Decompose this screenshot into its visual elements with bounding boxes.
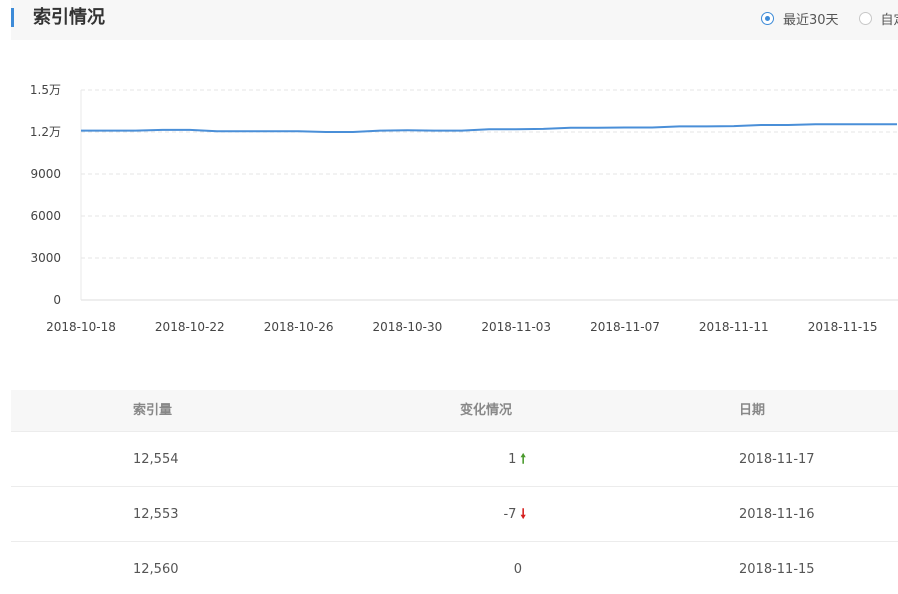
arrow-down-icon: 🠗	[520, 507, 526, 522]
table-header: 索引量 变化情况 日期	[11, 390, 898, 432]
x-tick-label: 2018-11-03	[481, 320, 551, 334]
cell-date: 2018-11-16	[739, 507, 815, 522]
change-value: 0	[513, 562, 522, 577]
y-tick-label: 1.5万	[30, 83, 61, 97]
radio-label-last-30-days: 最近30天	[783, 12, 839, 28]
header-change: 变化情况	[460, 403, 513, 418]
cell-index-count: 12,553	[133, 507, 179, 522]
table-row: 12,553 -7 🠗 2018-11-16	[11, 487, 898, 542]
x-tick-label: 2018-10-26	[264, 320, 334, 334]
cell-change: 0	[11, 542, 526, 594]
change-value: 1	[508, 452, 517, 467]
section-header: 索引情况	[11, 0, 898, 40]
x-tick-label: 2018-10-18	[46, 320, 116, 334]
index-trend-chart: 0 3000 6000 9000 1.2万 1.5万 2018-10-18 2018-10-…	[30, 83, 898, 334]
date-range-selector: 最近30天 自定义	[761, 9, 898, 28]
table-row: 12,560 0 2018-11-15	[11, 542, 898, 594]
cell-index-count: 12,560	[133, 562, 179, 577]
x-tick-label: 2018-11-07	[590, 320, 660, 334]
y-tick-label: 0	[53, 293, 61, 307]
arrow-up-icon: 🠕	[520, 452, 526, 467]
series-line	[81, 123, 898, 133]
cell-date: 2018-11-15	[739, 562, 815, 577]
radio-checked-icon[interactable]	[761, 11, 774, 25]
header-accent-bar	[11, 8, 14, 27]
x-tick-label: 2018-10-22	[155, 320, 225, 334]
table-row: 12,554 1 🠕 2018-11-17	[11, 432, 898, 487]
cell-index-count: 12,554	[133, 452, 179, 467]
section-title: 索引情况	[33, 7, 105, 28]
radio-label-custom: 自定义	[880, 12, 898, 28]
x-tick-label: 2018-11-11	[699, 320, 769, 334]
cell-date: 2018-11-17	[739, 452, 815, 467]
y-tick-label: 1.2万	[30, 125, 61, 139]
y-tick-label: 6000	[30, 209, 61, 223]
radio-custom-range[interactable]: 自定义	[858, 9, 898, 28]
y-tick-label: 3000	[30, 251, 61, 265]
cell-change: 1 🠕	[11, 432, 526, 487]
radio-last-30-days[interactable]: 最近30天	[761, 9, 839, 28]
change-value: -7	[503, 507, 517, 522]
index-table: 索引量 变化情况 日期 12,554 1 🠕 2018-11-17 12,553 …	[11, 390, 898, 594]
cell-change: -7 🠗	[11, 487, 526, 542]
y-tick-label: 9000	[30, 167, 61, 181]
header-date: 日期	[739, 403, 766, 418]
x-tick-label: 2018-10-30	[373, 320, 443, 334]
header-index-count: 索引量	[133, 403, 173, 418]
x-tick-label: 2018-11-15	[808, 320, 878, 334]
radio-unchecked-icon[interactable]	[858, 11, 872, 25]
